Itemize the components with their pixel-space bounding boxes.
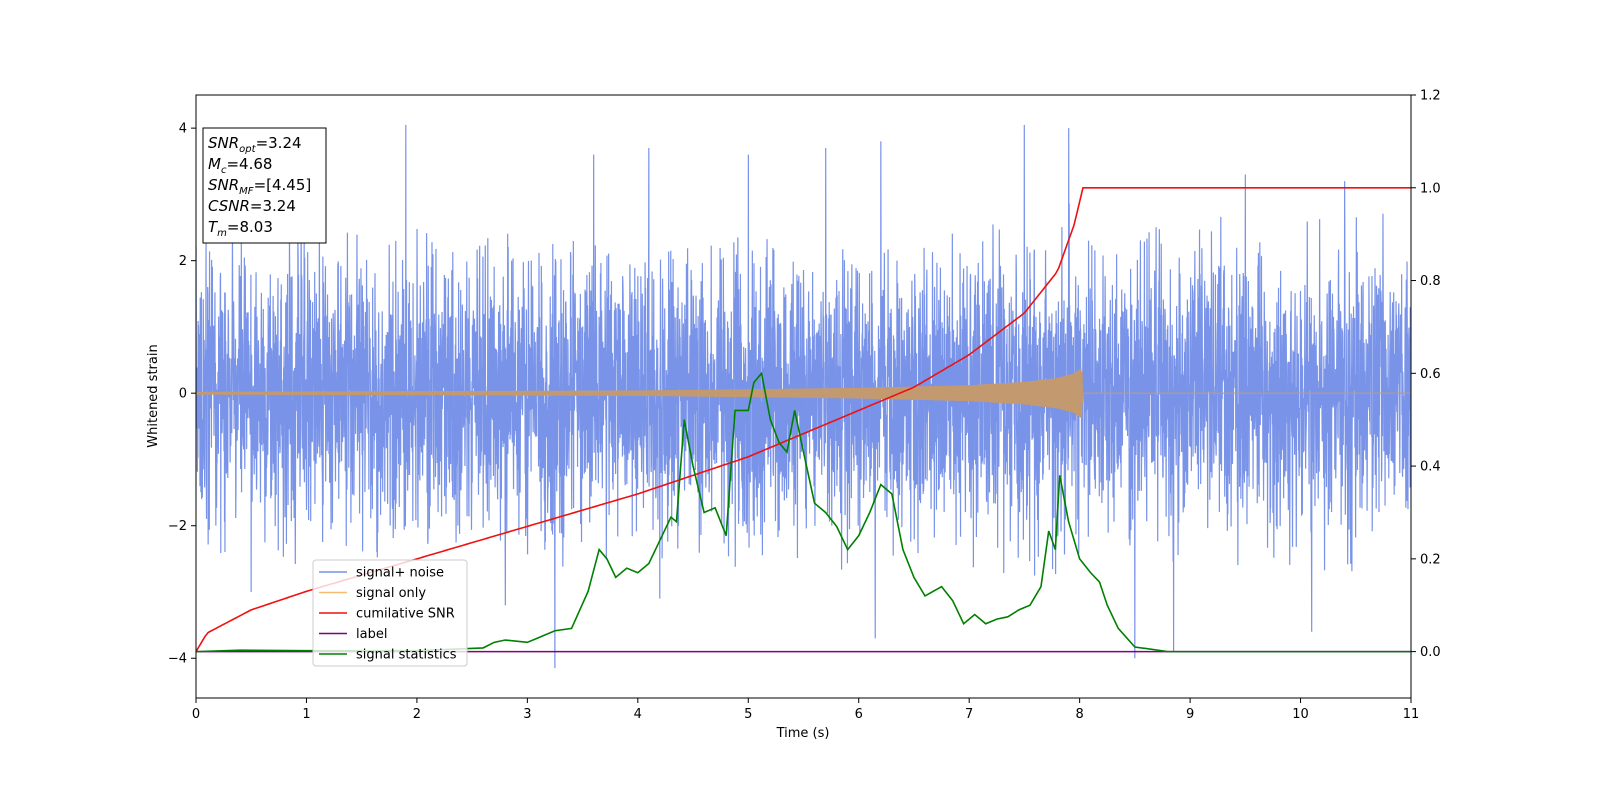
legend-entry: label xyxy=(356,627,387,642)
y-tick-label: 2 xyxy=(179,254,187,269)
legend-entry: signal+ noise xyxy=(356,566,444,581)
annotation-frame xyxy=(202,127,327,244)
legend-frame xyxy=(312,559,468,667)
y2-tick-label: 0.8 xyxy=(1420,274,1441,289)
y-tick-label: 4 xyxy=(179,122,187,137)
axis-ticks: 0 1 2 3 4 5 6 7 8 9 10 11 −4 −2 0 2 4 0.0 0.2 0.4 0.6 0.8 1.0 1… xyxy=(168,89,1441,723)
series-signal-noise xyxy=(196,124,1411,669)
y-axis-label: Whitened strain xyxy=(146,344,161,447)
x-axis-label: Time (s) xyxy=(776,726,830,741)
x-tick-label: 11 xyxy=(1403,707,1420,722)
annotation-line: SNRopt=3.24 xyxy=(208,134,302,155)
annotation-line: CSNR=3.24 xyxy=(208,197,296,215)
x-tick-label: 1 xyxy=(302,707,310,722)
y2-tick-label: 0.4 xyxy=(1420,460,1441,475)
x-tick-label: 5 xyxy=(744,707,752,722)
y-tick-label: −2 xyxy=(168,519,187,534)
annotation-line: Mc=4.68 xyxy=(208,155,272,176)
legend-entry: signal statistics xyxy=(356,648,457,663)
axes-frame xyxy=(195,94,1412,699)
x-tick-label: 6 xyxy=(855,707,863,722)
legend-entry: cumilative SNR xyxy=(356,607,455,622)
x-tick-label: 2 xyxy=(413,707,421,722)
y2-tick-label: 0.6 xyxy=(1420,367,1441,382)
y2-tick-label: 1.0 xyxy=(1420,181,1441,196)
x-tick-label: 10 xyxy=(1292,707,1309,722)
y-tick-label: −4 xyxy=(168,652,187,667)
x-tick-label: 7 xyxy=(965,707,973,722)
x-tick-label: 3 xyxy=(523,707,531,722)
x-tick-label: 4 xyxy=(634,707,642,722)
y2-tick-label: 1.2 xyxy=(1420,89,1441,104)
y2-tick-label: 0.0 xyxy=(1420,645,1441,660)
series-signal-only xyxy=(196,368,1411,419)
x-tick-label: 9 xyxy=(1186,707,1194,722)
y2-tick-label: 0.2 xyxy=(1420,552,1441,567)
legend: signal+ noise signal only cumilative SNR la… xyxy=(312,559,468,667)
series-signal-statistics xyxy=(196,371,1411,653)
x-tick-label: 0 xyxy=(192,707,200,722)
annotation-line: Tm=8.03 xyxy=(208,218,273,239)
legend-entry: signal only xyxy=(356,586,426,601)
x-tick-label: 8 xyxy=(1075,707,1083,722)
annotation-line: SNRMF=[4.45] xyxy=(208,176,311,197)
y-tick-label: 0 xyxy=(179,387,187,402)
